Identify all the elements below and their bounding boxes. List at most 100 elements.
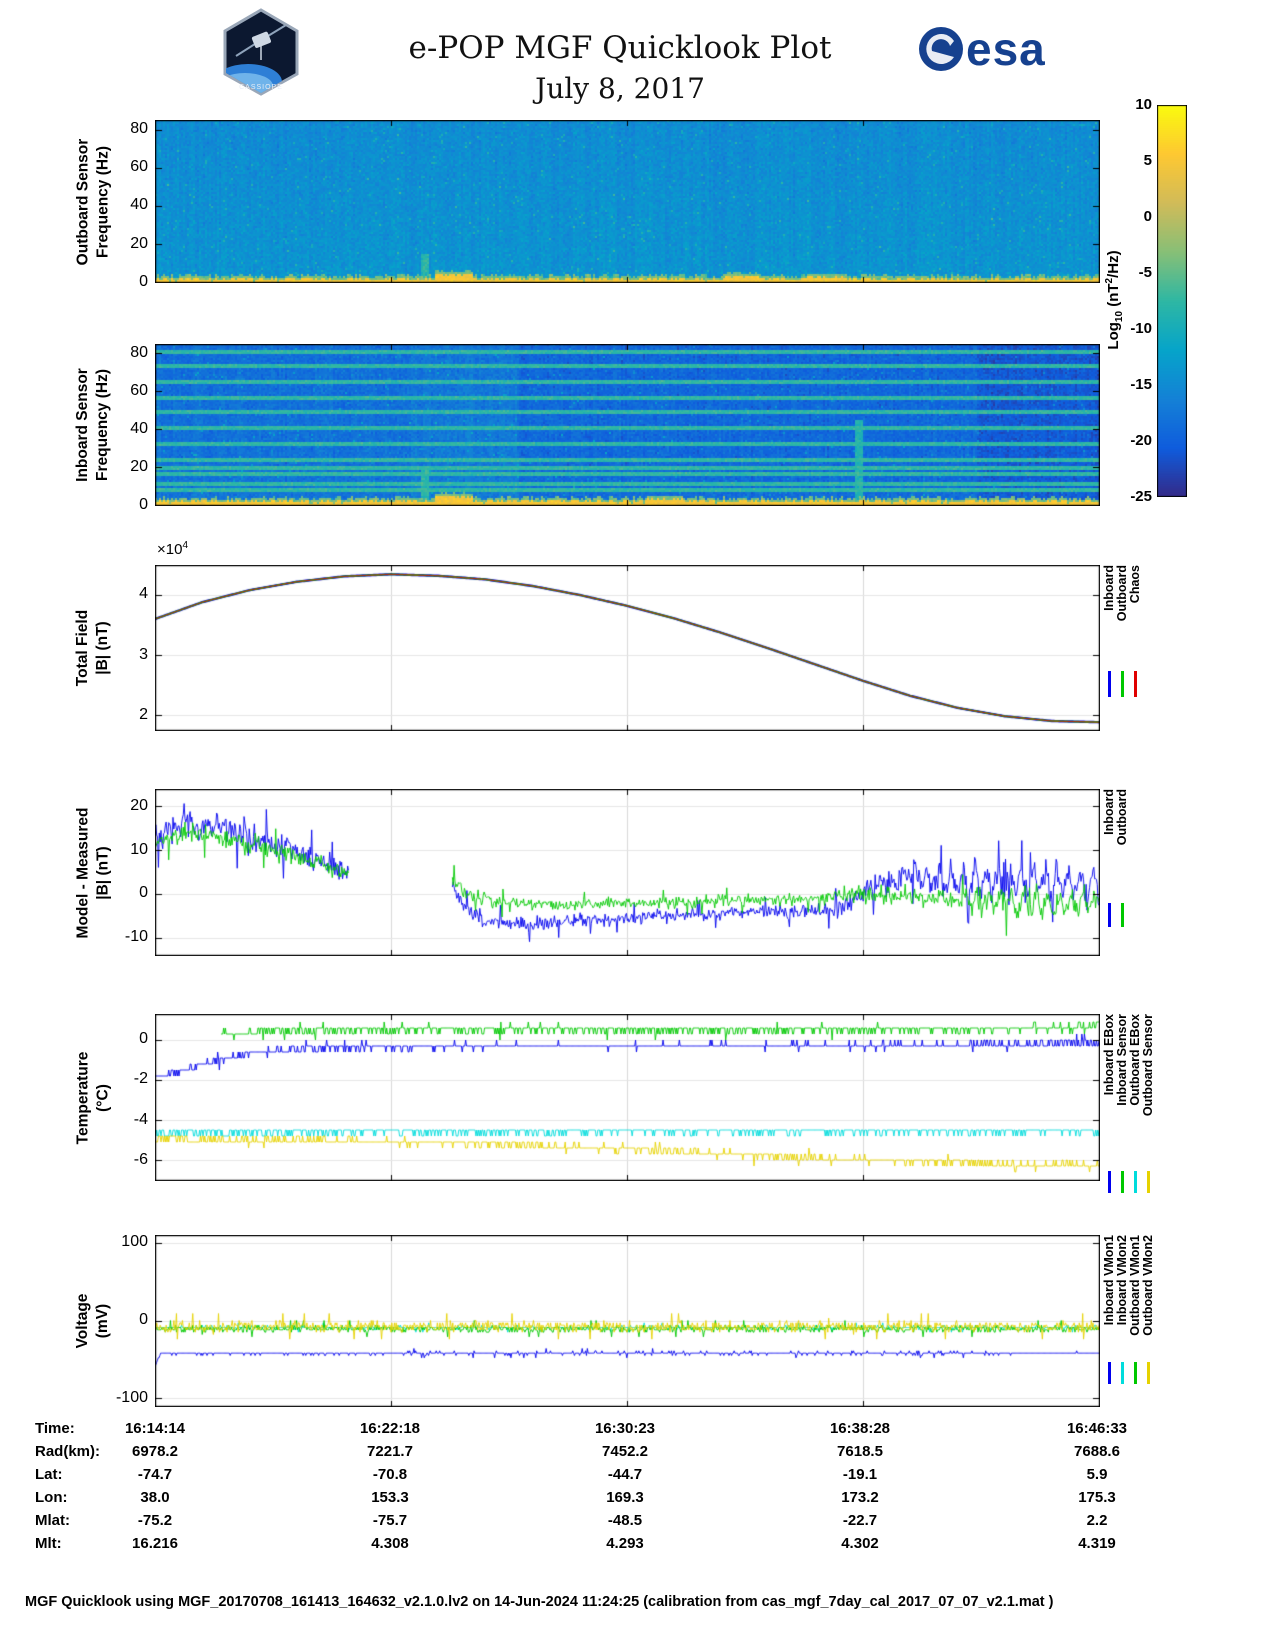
- table-cell-rad-km-0: 6978.2: [132, 1443, 178, 1460]
- title-block: e-POP MGF Quicklook Plot July 8, 2017: [320, 30, 920, 105]
- colorbar-tick-0: 0: [1143, 208, 1152, 225]
- legend-label-inboard-ebox: Inboard EBox: [1102, 1014, 1116, 1096]
- colorbar-tick-10: 10: [1135, 96, 1152, 113]
- esa-logo: esa: [918, 26, 1046, 72]
- outboard-spectrogram-ytick-40: 40: [130, 196, 148, 214]
- colorbar-label-text: (nT: [1105, 283, 1122, 311]
- outboard-spectrogram-ytick-0: 0: [139, 273, 148, 290]
- table-cell-lon-4: 175.3: [1078, 1489, 1116, 1506]
- voltage-ytick-0: 0: [139, 1311, 148, 1328]
- legend-swatch-inboard-vmon2: [1121, 1362, 1124, 1384]
- table-row-label-mlat: Mlat:: [35, 1512, 70, 1529]
- temperature-canvas: [155, 1014, 1100, 1181]
- table-cell-rad-km-1: 7221.7: [367, 1443, 413, 1460]
- voltage-canvas: [155, 1235, 1100, 1407]
- legend-label-outboard: Outboard: [1115, 789, 1129, 846]
- esa-emblem-icon: [919, 27, 963, 71]
- table-cell-mlt-2: 4.293: [606, 1535, 644, 1552]
- colorbar-tick-15: -15: [1130, 376, 1152, 393]
- table-cell-rad-km-2: 7452.2: [602, 1443, 648, 1460]
- cassiope-mission-logo: CASSIOPE: [220, 8, 302, 96]
- table-cell-time-1: 16:22:18: [359, 1420, 421, 1437]
- temperature-ytick-4: -4: [133, 1110, 148, 1128]
- legend-swatch-inboard-sensor: [1121, 1171, 1124, 1193]
- table-cell-mlt-3: 4.302: [841, 1535, 879, 1552]
- inboard-spectrogram-ytick-40: 40: [130, 419, 148, 437]
- table-cell-rad-km-3: 7618.5: [837, 1443, 883, 1460]
- colorbar-tick-5: -5: [1138, 264, 1152, 281]
- table-cell-lon-2: 169.3: [606, 1489, 644, 1506]
- colorbar-tick-10: -10: [1130, 320, 1152, 337]
- patch-satellite-body: [251, 31, 271, 48]
- table-row-label-time: Time:: [35, 1420, 75, 1437]
- plot-date: July 8, 2017: [535, 72, 705, 105]
- legend-label-outboard-vmon1: Outboard VMon1: [1128, 1235, 1142, 1336]
- esa-wordmark: esa: [966, 23, 1046, 75]
- model-minus-measured-ytick-10: -10: [124, 928, 148, 946]
- legend-swatch-outboard: [1121, 671, 1124, 697]
- table-cell-mlat-0: -75.2: [137, 1512, 173, 1529]
- outboard-spectrogram-ytick-80: 80: [130, 119, 148, 137]
- temperature-ytick-6: -6: [133, 1150, 148, 1168]
- voltage-ytick-100: 100: [121, 1232, 148, 1250]
- legend-label-outboard-sensor: Outboard Sensor: [1141, 1014, 1155, 1117]
- legend-swatch-outboard-vmon2: [1147, 1362, 1150, 1384]
- patch-solar-array-2: [267, 24, 287, 37]
- outboard-spectrogram-canvas: [155, 120, 1100, 283]
- model-minus-measured-ytick-10: 10: [130, 840, 148, 858]
- legend-label-inboard-vmon1: Inboard VMon1: [1102, 1235, 1116, 1326]
- inboard-spectrogram-canvas: [155, 344, 1100, 506]
- model-minus-measured-canvas: [155, 789, 1100, 956]
- table-cell-lon-3: 173.2: [841, 1489, 879, 1506]
- legend-swatch-chaos: [1134, 671, 1137, 697]
- legend-swatch-inboard-vmon1: [1108, 1362, 1111, 1384]
- table-row-label-lon: Lon:: [35, 1489, 68, 1506]
- table-cell-lon-1: 153.3: [371, 1489, 409, 1506]
- temperature-ytick-0: 0: [139, 1030, 148, 1048]
- total-field-canvas: [155, 565, 1100, 731]
- outboard-spectrogram-ytick-60: 60: [130, 157, 148, 175]
- legend-swatch-outboard: [1121, 903, 1124, 927]
- cassiope-patch-graphic: CASSIOPE: [223, 8, 299, 96]
- table-cell-mlt-4: 4.319: [1078, 1535, 1116, 1552]
- legend-swatch-inboard: [1108, 903, 1111, 927]
- outboard-spectrogram-ytick-20: 20: [130, 234, 148, 252]
- legend-swatch-outboard-sensor: [1147, 1171, 1150, 1193]
- table-cell-mlat-3: -22.7: [842, 1512, 878, 1529]
- legend-label-inboard-vmon2: Inboard VMon2: [1115, 1235, 1129, 1326]
- table-cell-lat-1: -70.8: [372, 1466, 408, 1483]
- legend-swatch-inboard-ebox: [1108, 1171, 1111, 1193]
- legend-label-outboard: Outboard: [1115, 565, 1129, 622]
- legend-label-chaos: Chaos: [1128, 565, 1142, 604]
- model-minus-measured-ytick-20: 20: [130, 796, 148, 814]
- legend-swatch-outboard-ebox: [1134, 1171, 1137, 1193]
- total-field-ytick-3: 3: [139, 645, 148, 663]
- table-cell-mlt-0: 16.216: [132, 1535, 178, 1552]
- total-field-scale-label: ×104: [157, 540, 188, 558]
- table-row-label-mlt: Mlt:: [35, 1535, 62, 1552]
- scale-mantissa: ×10: [157, 541, 183, 558]
- table-cell-mlat-4: 2.2: [1086, 1512, 1108, 1529]
- inboard-spectrogram-ytick-60: 60: [130, 381, 148, 399]
- colorbar-tick-25: -25: [1130, 488, 1152, 505]
- table-cell-time-2: 16:30:23: [594, 1420, 656, 1437]
- inboard-spectrogram-ytick-20: 20: [130, 457, 148, 475]
- table-cell-lat-0: -74.7: [137, 1466, 173, 1483]
- colorbar-tick-20: -20: [1130, 432, 1152, 449]
- table-row-label-rad-km: Rad(km):: [35, 1443, 101, 1460]
- inboard-spectrogram-ytick-0: 0: [139, 496, 148, 513]
- colorbar: [1157, 105, 1187, 497]
- legend-label-inboard: Inboard: [1102, 789, 1116, 835]
- table-cell-mlt-1: 4.308: [371, 1535, 409, 1552]
- scale-exponent: 4: [182, 540, 189, 551]
- table-row-label-lat: Lat:: [35, 1466, 63, 1483]
- table-cell-lat-2: -44.7: [607, 1466, 643, 1483]
- legend-label-inboard-sensor: Inboard Sensor: [1115, 1014, 1129, 1106]
- table-cell-lon-0: 38.0: [140, 1489, 170, 1506]
- temperature-ytick-2: -2: [133, 1070, 148, 1088]
- legend-label-inboard: Inboard: [1102, 565, 1116, 611]
- table-cell-time-3: 16:38:28: [829, 1420, 891, 1437]
- legend-swatch-outboard-vmon1: [1134, 1362, 1137, 1384]
- total-field-ytick-2: 2: [139, 705, 148, 723]
- plot-title: e-POP MGF Quicklook Plot: [408, 30, 832, 66]
